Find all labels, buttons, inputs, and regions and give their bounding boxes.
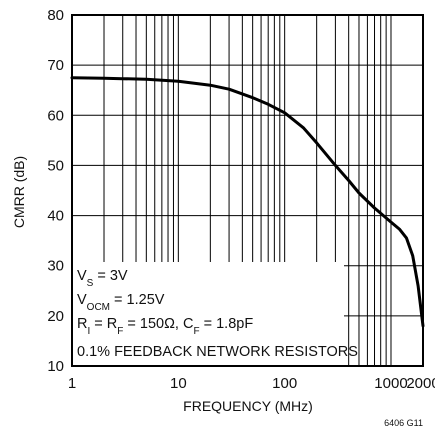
y-tick-label: 10: [47, 358, 64, 375]
annotation-line-vocm: VOCM = 1.25V: [77, 292, 165, 313]
y-tick-label: 30: [47, 258, 64, 275]
annotation-line-supply: VS = 3V: [77, 268, 128, 289]
x-tick-label: 10: [170, 375, 187, 392]
x-tick-label: 1000: [374, 375, 407, 392]
annotation: VS = 3V VOCM = 1.25V RI = RF = 150Ω, CF …: [77, 268, 358, 360]
y-tick-label: 20: [47, 308, 64, 325]
y-tick-label: 80: [47, 7, 64, 24]
x-tick-label: 100: [272, 375, 297, 392]
y-tick-label: 70: [47, 57, 64, 74]
y-tick-label: 50: [47, 157, 64, 174]
y-tick-label: 40: [47, 208, 64, 225]
annotation-box: [72, 262, 344, 366]
y-axis-label: CMRR (dB): [11, 156, 27, 228]
plot-frame: [71, 14, 424, 367]
annotation-line-resistors: RI = RF = 150Ω, CF = 1.8pF: [77, 316, 253, 337]
figure-id: 6406 G11: [384, 418, 423, 428]
cmrr-curve: [70, 76, 425, 328]
y-tick-labels: 10 20 30 40 50 60 70 80: [47, 7, 64, 375]
x-tick-labels: 1 10 100 10002000: [68, 375, 435, 392]
x-tick-label: 2000: [406, 375, 435, 392]
annotation-line-feedback: 0.1% FEEDBACK NETWORK RESISTORS: [77, 344, 358, 360]
y-tick-label: 60: [47, 107, 64, 124]
x-axis-label: FREQUENCY (MHz): [183, 398, 313, 414]
x-tick-label: 1: [68, 375, 76, 392]
